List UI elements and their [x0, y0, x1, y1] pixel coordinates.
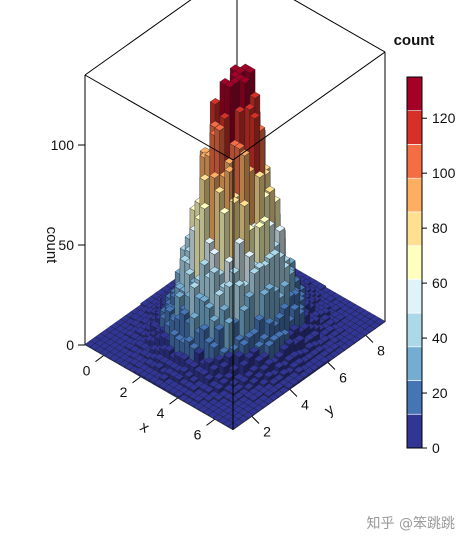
- colorbar-swatch: [406, 346, 423, 381]
- y-axis-title: y: [322, 401, 338, 420]
- x-tick-mark: [206, 418, 215, 426]
- x-axis-title: x: [137, 418, 152, 437]
- histogram-bar: [283, 381, 295, 391]
- colorbar-tick-label: 80: [432, 220, 448, 236]
- y-tick-mark: [251, 416, 260, 424]
- colorbar-tick-label: 60: [432, 275, 448, 291]
- x-tick-mark: [132, 376, 141, 384]
- y-tick-mark: [327, 362, 336, 370]
- x-tick-mark: [95, 355, 104, 363]
- axis-ticks: 0 2 4 6 2 4 6 8 0 50 100: [51, 137, 385, 442]
- x-tick-label: 2: [120, 384, 128, 400]
- box-edge: [84, 0, 192, 76]
- colorbar-swatch: [406, 76, 423, 112]
- colorbar-swatch: [406, 245, 423, 280]
- histogram-bars: [84, 63, 386, 431]
- y-tick-label: 8: [377, 343, 385, 359]
- colorbar-title: count: [394, 32, 435, 49]
- box-edge: [84, 74, 234, 161]
- x-tick-mark: [169, 397, 178, 405]
- y-tick-label: 4: [301, 397, 309, 413]
- colorbar-tick-label: 20: [432, 385, 448, 401]
- y-tick-mark: [365, 335, 374, 343]
- colorbar-swatch: [406, 110, 423, 145]
- box-edge: [293, 0, 386, 53]
- y-tick-label: 6: [339, 370, 347, 386]
- x-tick-label: 4: [157, 405, 165, 421]
- box-front-edges: [84, 51, 386, 430]
- y-tick-label: 2: [263, 424, 271, 440]
- colorbar-tick-label: 100: [432, 165, 456, 181]
- colorbar-tick-label: 120: [432, 110, 456, 126]
- y-tick-mark: [289, 389, 298, 397]
- z-tick-label: 50: [58, 237, 74, 253]
- colorbar-swatch: [406, 279, 423, 314]
- z-axis-title: count: [43, 227, 60, 265]
- colorbar-tick-label: 40: [432, 330, 448, 346]
- colorbar-swatch: [406, 380, 423, 415]
- box-edge: [232, 51, 386, 161]
- z-tick-label: 0: [66, 337, 74, 353]
- colorbar-frame: [406, 76, 423, 449]
- colorbar-tick-label: 0: [432, 440, 440, 456]
- colorbar-swatch: [406, 211, 423, 246]
- z-tick-label: 100: [51, 137, 75, 153]
- colorbar-swatch: [406, 144, 423, 179]
- colorbar-swatch: [406, 312, 423, 348]
- x-tick-label: 0: [83, 363, 91, 379]
- colorbar-swatch: [406, 177, 423, 213]
- colorbar-swatch: [406, 413, 423, 449]
- x-tick-label: 6: [194, 426, 202, 442]
- watermark: 知乎 @笨跳跳: [367, 515, 455, 532]
- colorbar-legend: count 0 20 40 60 80 100 120: [394, 32, 456, 456]
